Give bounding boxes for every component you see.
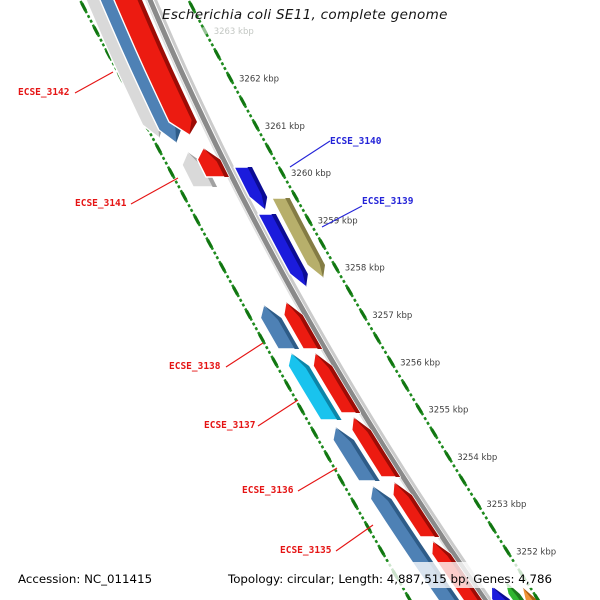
pointer-line-ECSE_3138 [225, 342, 264, 368]
genome-backbone [144, 0, 493, 600]
ruler-label-3252: 3252 kbp [516, 548, 556, 558]
gene-cyan[interactable] [287, 352, 343, 421]
gene-blue-large[interactable] [257, 213, 309, 288]
pointer-line-ECSE_3141 [130, 177, 179, 205]
ruler-label-3253: 3253 kbp [486, 500, 526, 510]
gene-steelblue-1[interactable] [259, 304, 300, 350]
gene-label-ECSE_3140[interactable]: ECSE_3140 [330, 136, 382, 147]
gene-orange-corner[interactable] [521, 586, 565, 600]
gene-red-short[interactable] [196, 147, 230, 178]
ruler-label-3257: 3257 kbp [372, 311, 412, 321]
gene-steelblue-2[interactable] [332, 426, 381, 482]
pointer-line-ECSE_3135 [335, 524, 374, 552]
gene-red-top[interactable] [97, 0, 198, 136]
gene-red-4[interactable] [392, 481, 440, 538]
pointer-line-ECSE_3142 [74, 71, 114, 94]
ruler-label-3261: 3261 kbp [265, 122, 305, 132]
pointer-line-ECSE_3139 [321, 205, 363, 228]
ruler-label-3258: 3258 kbp [345, 264, 385, 274]
ruler-ticks-right: 3263 kbp 3262 kbp 3261 kbp 3260 kbp 3259 kbp… [188, 0, 556, 600]
gene-label-ECSE_3142[interactable]: ECSE_3142 [18, 87, 70, 98]
gene-olive[interactable] [271, 197, 326, 279]
gene-label-ECSE_3137[interactable]: ECSE_3137 [204, 420, 256, 431]
label-pointer-lines [74, 71, 374, 552]
status-bar-overlay [0, 562, 600, 588]
gene-red-3[interactable] [351, 416, 401, 478]
gene-label-ECSE_3136[interactable]: ECSE_3136 [242, 485, 294, 496]
ruler-label-3260: 3260 kbp [291, 169, 331, 179]
gene-blue-small[interactable] [233, 166, 268, 211]
pointer-line-ECSE_3140 [289, 140, 331, 168]
pointer-line-ECSE_3136 [297, 467, 338, 492]
gene-red-1[interactable] [283, 301, 323, 350]
status-details: Topology: circular; Length: 4,887,515 bp… [228, 572, 553, 586]
pointer-line-ECSE_3137 [257, 399, 299, 427]
ruler-label-3263: 3263 kbp [214, 27, 254, 37]
status-accession: Accession: NC_011415 [18, 572, 153, 586]
ruler-label-3262: 3262 kbp [239, 75, 279, 85]
page-title: Escherichia coli SE11, complete genome [162, 7, 448, 23]
ruler-ticks-left [79, 0, 413, 600]
gene-red-2[interactable] [312, 352, 361, 414]
gene-label-ECSE_3141[interactable]: ECSE_3141 [75, 198, 127, 209]
gene-blue-corner[interactable] [490, 585, 538, 600]
gene-label-ECSE_3135[interactable]: ECSE_3135 [280, 545, 332, 556]
gene-label-ECSE_3139[interactable]: ECSE_3139 [362, 196, 414, 207]
gene-label-ECSE_3138[interactable]: ECSE_3138 [169, 361, 221, 372]
ruler-label-3254: 3254 kbp [457, 453, 497, 463]
ruler-label-3256: 3256 kbp [400, 358, 440, 368]
ruler-label-3255: 3255 kbp [428, 406, 468, 416]
ruler-label-3259: 3259 kbp [318, 216, 358, 226]
